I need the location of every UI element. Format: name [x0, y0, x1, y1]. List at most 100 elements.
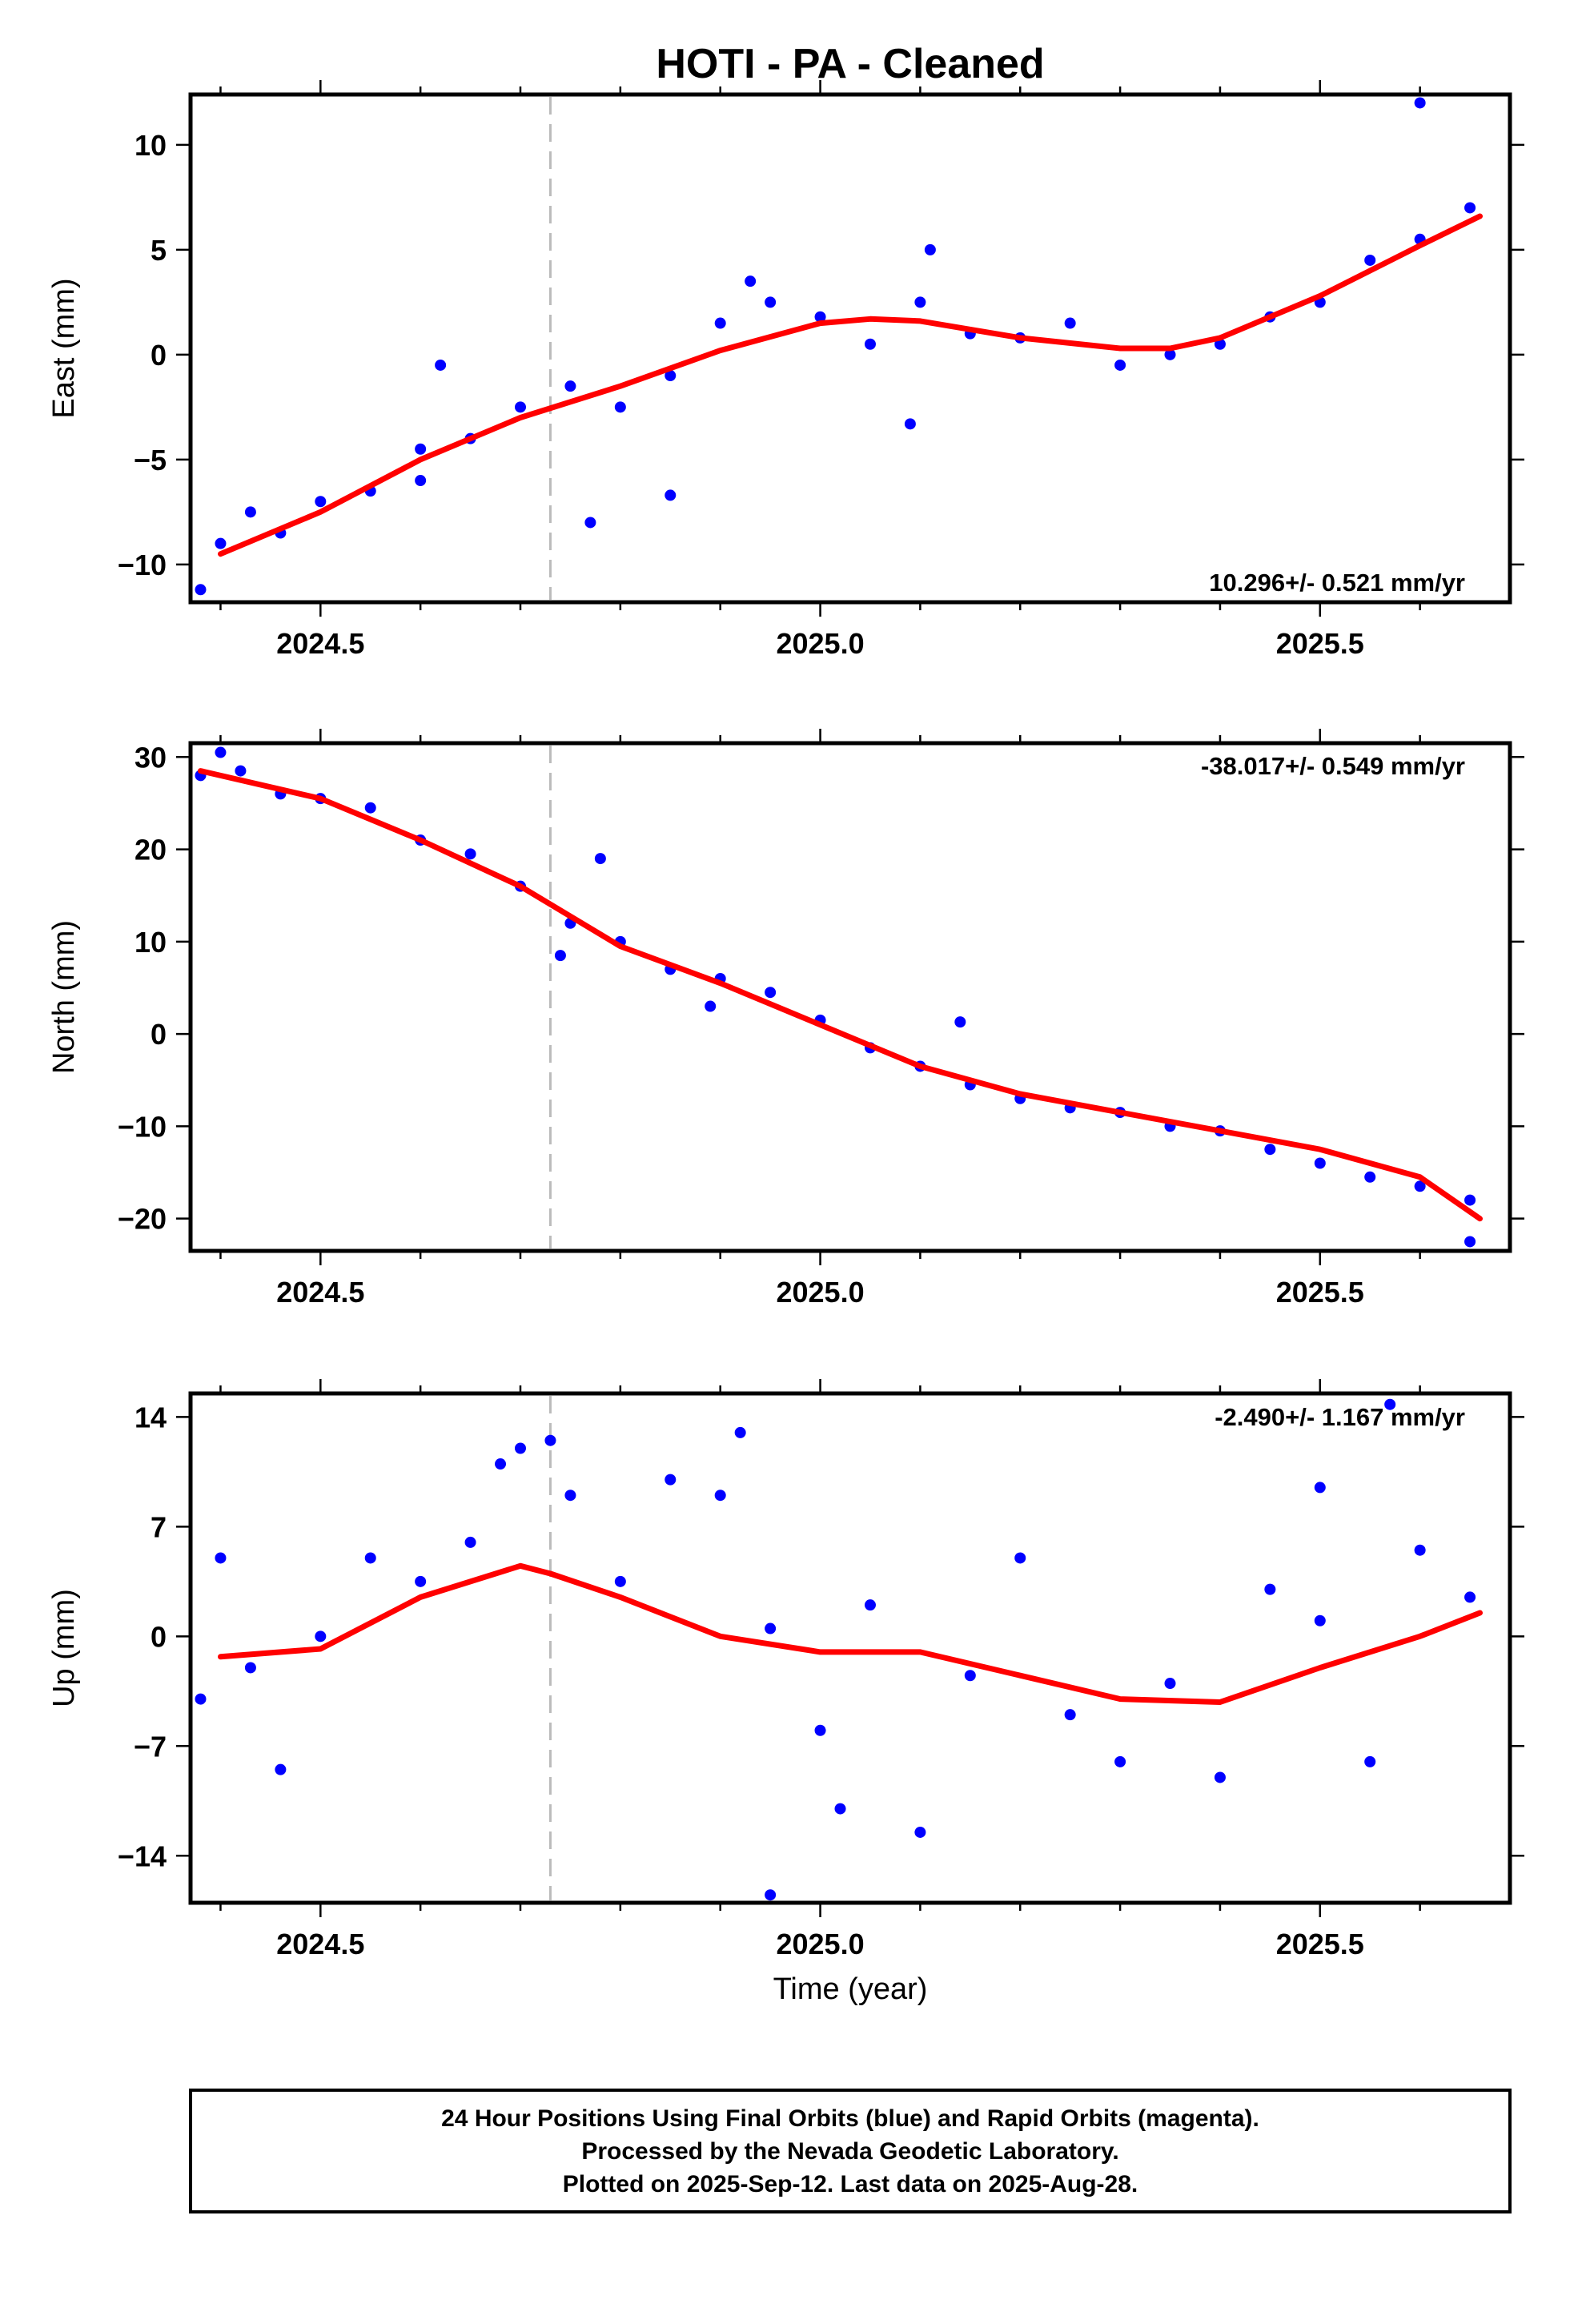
up-data-point — [1414, 1544, 1426, 1556]
east-data-point — [244, 506, 256, 518]
up-y-tick-label: 14 — [135, 1401, 167, 1433]
north-y-tick-label: 0 — [151, 1018, 167, 1051]
east-data-point — [1364, 254, 1376, 266]
x-axis-label: Time (year) — [773, 1972, 928, 2006]
north-x-tick-label: 2025.5 — [1276, 1276, 1364, 1309]
east-data-point — [1414, 97, 1426, 109]
north-rate-label: -38.017+/- 0.549 mm/yr — [1201, 752, 1465, 780]
north-data-point — [1264, 1144, 1276, 1156]
east-data-point — [665, 489, 677, 501]
north-y-tick-label: 10 — [135, 926, 167, 959]
north-panel: 2024.5 2025.0 2025.5 −20 −10 0 10 20 30 North (mm… — [47, 729, 1524, 1309]
east-data-point — [714, 317, 726, 329]
north-x-tick-label: 2024.5 — [276, 1276, 364, 1309]
up-x-tick-label: 2024.5 — [276, 1928, 364, 1960]
up-data-point — [1364, 1755, 1376, 1767]
north-x-tick-label: 2025.0 — [776, 1276, 864, 1309]
up-data-point — [1214, 1771, 1226, 1783]
figure-title: HOTI - PA - Cleaned — [656, 41, 1044, 87]
east-data-point — [1164, 348, 1176, 360]
north-y-tick-label: 30 — [135, 741, 167, 774]
up-data-point — [244, 1662, 256, 1674]
up-y-tick-label: 0 — [151, 1620, 167, 1653]
east-y-tick-label: 5 — [151, 234, 167, 267]
east-y-tick-label: −10 — [118, 549, 167, 581]
east-data-point — [1114, 359, 1126, 371]
east-data-point — [1064, 317, 1076, 329]
east-data-point — [435, 359, 447, 371]
up-data-point — [315, 1630, 327, 1642]
north-data-point — [1314, 1157, 1326, 1169]
up-data-point — [914, 1826, 926, 1838]
panels: 2024.5 2025.0 2025.5 −10 −5 0 5 10 East (mm) 10.2… — [47, 80, 1524, 1960]
north-data-point — [954, 1016, 966, 1028]
up-data-point — [515, 1442, 526, 1454]
north-data-point — [215, 746, 227, 758]
east-y-tick-label: 0 — [151, 339, 167, 372]
north-y-tick-label: −20 — [118, 1203, 167, 1236]
east-data-point — [914, 296, 926, 308]
up-trend-line — [218, 1562, 1483, 1705]
up-data-point — [495, 1458, 507, 1470]
up-data-point — [464, 1536, 476, 1548]
up-data-point — [415, 1575, 427, 1587]
up-x-tick-label: 2025.5 — [1276, 1928, 1364, 1960]
north-y-tick-label: −10 — [118, 1110, 167, 1143]
up-data-point — [614, 1575, 626, 1587]
up-y-tick-label: −14 — [118, 1839, 167, 1872]
east-data-point — [665, 370, 677, 382]
east-panel: 2024.5 2025.0 2025.5 −10 −5 0 5 10 East (mm) 10.2… — [47, 80, 1524, 660]
up-data-point — [275, 1763, 287, 1775]
east-data-point — [584, 517, 596, 529]
east-data-point — [814, 311, 826, 323]
east-data-point — [904, 418, 916, 430]
north-data-point — [705, 1000, 717, 1012]
north-data-point — [594, 853, 606, 865]
up-data-point — [1464, 1591, 1476, 1603]
east-data-point — [614, 401, 626, 413]
footer-line-3: Plotted on 2025-Sep-12. Last data on 202… — [563, 2171, 1138, 2197]
up-data-point — [765, 1889, 777, 1901]
east-points — [195, 97, 1476, 596]
north-data-point — [765, 987, 777, 999]
up-data-point — [964, 1670, 976, 1682]
up-points — [195, 1398, 1476, 1901]
up-data-point — [1114, 1755, 1126, 1767]
east-data-point — [864, 338, 876, 350]
east-x-tick-label: 2024.5 — [276, 627, 364, 660]
east-data-point — [215, 537, 227, 549]
east-data-point — [415, 475, 427, 487]
up-data-point — [544, 1434, 556, 1446]
up-data-point — [1014, 1552, 1026, 1564]
up-data-point — [1064, 1709, 1076, 1721]
up-plot-frame — [188, 1391, 1512, 1905]
up-data-point — [1264, 1583, 1276, 1595]
up-rate-label: -2.490+/- 1.167 mm/yr — [1215, 1403, 1465, 1431]
east-y-tick-label: −5 — [134, 444, 167, 476]
east-data-point — [564, 380, 576, 392]
north-data-point — [235, 765, 247, 777]
east-data-point — [1214, 338, 1226, 350]
up-data-point — [1314, 1482, 1326, 1494]
north-data-point — [364, 802, 376, 814]
up-data-point — [1164, 1678, 1176, 1690]
up-data-point — [765, 1622, 777, 1634]
footer-box: 24 Hour Positions Using Final Orbits (bl… — [189, 2089, 1512, 2213]
east-data-point — [924, 243, 936, 255]
up-data-point — [714, 1490, 726, 1502]
up-data-point — [834, 1803, 846, 1815]
north-data-point — [554, 950, 566, 962]
up-data-point — [814, 1724, 826, 1736]
east-y-tick-label: 10 — [135, 129, 167, 162]
footer-line-2: Processed by the Nevada Geodetic Laborat… — [581, 2138, 1118, 2165]
east-plot-frame — [188, 92, 1512, 605]
east-x-tick-label: 2025.0 — [776, 627, 864, 660]
up-data-point — [195, 1693, 207, 1705]
east-data-point — [515, 401, 526, 413]
up-panel: 2024.5 2025.0 2025.5 −14 −7 0 7 14 Up (mm) -2.490… — [47, 1379, 1524, 1960]
north-data-point — [1464, 1194, 1476, 1206]
north-y-tick-label: 20 — [135, 834, 167, 866]
north-data-point — [464, 848, 476, 860]
up-data-point — [364, 1552, 376, 1564]
